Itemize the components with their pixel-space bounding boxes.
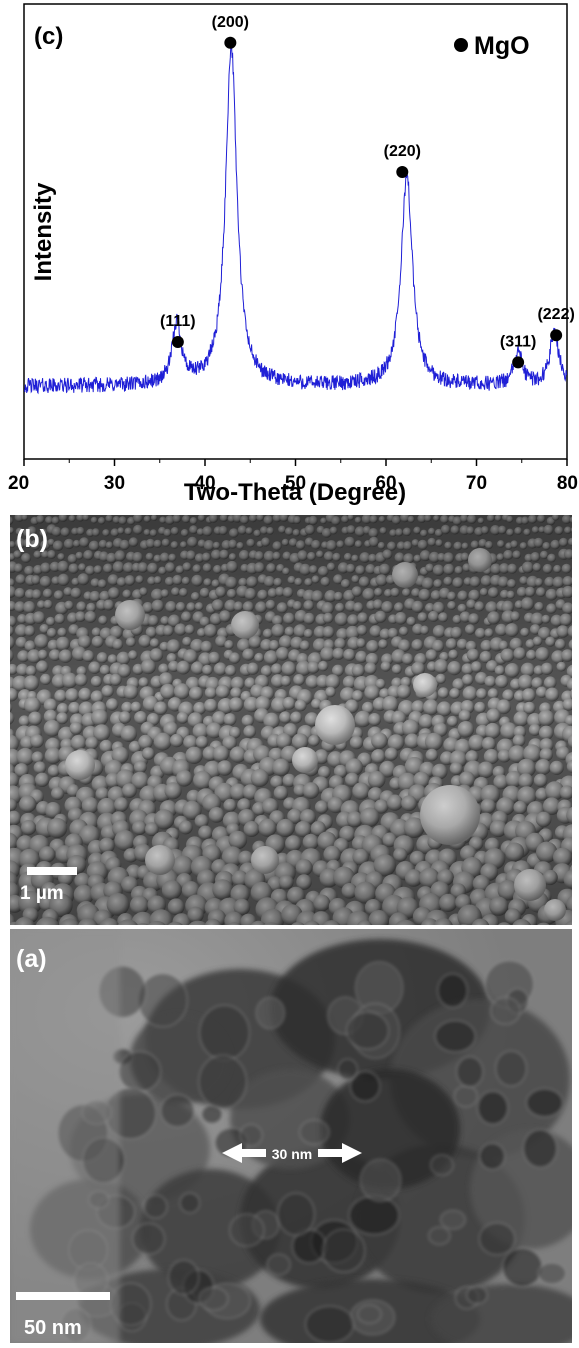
tem-particle — [305, 1306, 354, 1343]
tem-particle — [199, 1055, 247, 1109]
tem-scale-bar — [16, 1292, 110, 1300]
tem-particle — [440, 1210, 465, 1229]
tem-particle — [349, 1196, 400, 1235]
tem-particle — [338, 1059, 358, 1080]
tem-particle — [357, 1305, 381, 1324]
tem-particle — [256, 997, 285, 1029]
tem-particle — [240, 1124, 263, 1146]
tem-micrograph: (a) 30 nm 50 nm — [10, 929, 572, 1343]
x-tick-label: 80 — [557, 473, 578, 494]
tem-edge-fade — [10, 929, 120, 1343]
tem-particle — [538, 1263, 566, 1285]
tem-image: (a) 30 nm 50 nm — [10, 929, 572, 1343]
tem-particle — [467, 1286, 488, 1304]
peak-label: (200) — [212, 14, 249, 31]
tem-particle — [456, 1057, 483, 1088]
measurement-label: 30 nm — [272, 1146, 312, 1162]
tem-particle — [523, 1129, 557, 1168]
sem-scale-label: 1 µm — [20, 883, 64, 904]
xrd-spectrum-line — [25, 44, 567, 393]
tem-particle — [180, 1193, 200, 1213]
sem-scale-bar — [27, 867, 77, 875]
peak-annotations: (111) (200) (220) (311)(222) — [160, 14, 575, 369]
tem-particle — [435, 1020, 476, 1052]
tem-particle — [502, 1248, 543, 1287]
legend-label: MgO — [474, 32, 530, 60]
tem-particle — [267, 1254, 290, 1275]
x-tick-label: 20 — [8, 473, 29, 494]
spectrum-layer — [25, 44, 567, 393]
peak-label: (111) — [160, 313, 196, 330]
tem-particle — [322, 1229, 365, 1272]
tem-particle — [132, 1223, 165, 1254]
tem-particle — [360, 1159, 401, 1201]
tem-particle — [168, 1260, 199, 1295]
tem-particle — [491, 997, 521, 1024]
peak-marker — [224, 37, 236, 49]
tem-particle — [479, 1143, 505, 1170]
sem-shading — [10, 515, 572, 925]
tem-particle — [346, 1012, 389, 1050]
legend-marker — [454, 38, 468, 52]
tem-particle — [144, 1195, 168, 1219]
panel-label-a: (a) — [16, 945, 47, 973]
sem-micrograph: (b) 1 µm — [10, 515, 572, 925]
tem-particle — [230, 1214, 265, 1247]
tem-particle — [477, 1091, 508, 1125]
tem-particle — [495, 1051, 526, 1087]
x-tick-label: 30 — [104, 473, 125, 494]
y-axis-label: Intensity — [30, 182, 57, 281]
peak-marker — [550, 329, 562, 341]
tem-particle — [277, 1193, 315, 1236]
tem-particle — [161, 1094, 195, 1127]
peak-marker — [396, 166, 408, 178]
tem-particle — [199, 1287, 228, 1310]
tem-particle — [118, 1051, 161, 1091]
tem-particle — [199, 1005, 249, 1060]
panel-label-b: (b) — [16, 525, 48, 553]
tem-particle — [479, 1223, 515, 1256]
x-axis-label: Two-Theta (Degree) — [184, 479, 406, 505]
tem-particle — [437, 973, 467, 1007]
tem-particle — [526, 1088, 563, 1117]
panel-label-c: (c) — [34, 23, 63, 50]
peak-label: (222) — [537, 306, 574, 323]
sem-image: (b) 1 µm — [10, 515, 572, 925]
peak-marker — [512, 356, 524, 368]
tem-scale-label: 50 nm — [24, 1317, 82, 1339]
tem-particles — [10, 929, 572, 1343]
peak-label: (220) — [384, 143, 421, 160]
x-tick-label: 70 — [466, 473, 487, 494]
tem-particle — [430, 1155, 453, 1176]
peak-label: (311) — [500, 333, 536, 350]
peak-marker — [172, 336, 184, 348]
tem-particle — [299, 1120, 329, 1145]
tem-particle — [454, 1086, 477, 1107]
tem-particle — [429, 1227, 451, 1245]
